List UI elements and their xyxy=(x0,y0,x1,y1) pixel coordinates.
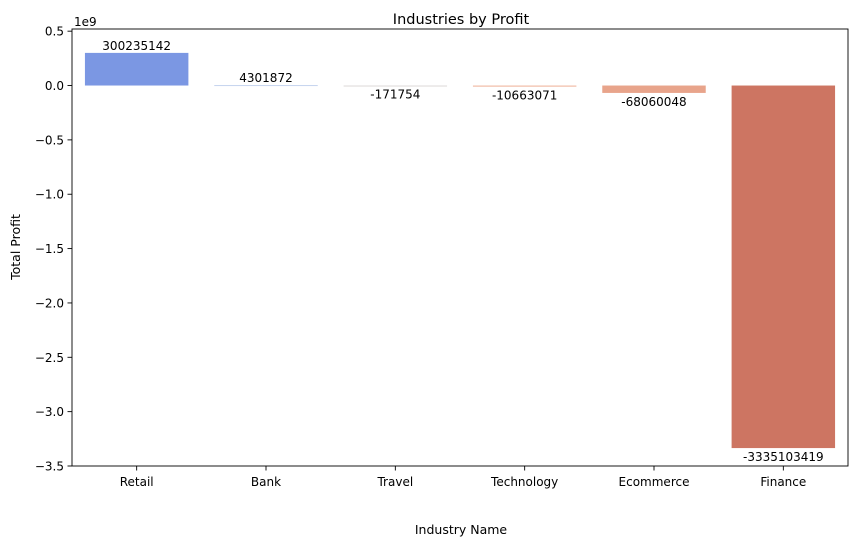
plot-frame xyxy=(71,28,849,467)
data-labels-layer: 300235142 4301872 -171754 -10663071 -6806004… xyxy=(102,39,823,464)
bar-retail xyxy=(84,52,189,86)
y-tick-label: −1.5 xyxy=(35,242,64,256)
y-tick-label: −2.5 xyxy=(35,351,64,365)
bar-travel xyxy=(343,85,448,87)
bar-technology xyxy=(472,85,577,87)
x-tick-label-ecommerce: Ecommerce xyxy=(619,475,690,489)
y-axis-ticks: 0.5 0.0 −0.5 −1.0 −1.5 −2.0 −2.5 −3.0 −3.5 xyxy=(35,25,72,474)
bars-layer xyxy=(84,52,836,449)
data-label-bank: 4301872 xyxy=(239,71,292,85)
data-label-retail: 300235142 xyxy=(102,39,171,53)
bar-bank xyxy=(214,85,318,87)
y-scale-label: 1e9 xyxy=(74,15,97,29)
data-label-finance: -3335103419 xyxy=(743,450,824,464)
x-tick-label-finance: Finance xyxy=(760,475,806,489)
y-tick-label: −1.0 xyxy=(35,188,64,202)
y-tick-label: −0.5 xyxy=(35,133,64,147)
data-label-technology: -10663071 xyxy=(492,89,557,103)
y-tick-label: −3.5 xyxy=(35,460,64,474)
bar-ecommerce xyxy=(602,85,706,93)
chart-title: Industries by Profit xyxy=(393,12,530,28)
x-axis-label: Industry Name xyxy=(415,522,508,537)
x-axis-ticks: Retail Bank Travel Technology Ecommerce Finan… xyxy=(120,466,806,489)
x-tick-label-technology: Technology xyxy=(490,475,558,489)
y-axis-label: Total Profit xyxy=(8,214,23,281)
y-tick-label: −3.0 xyxy=(35,405,64,419)
x-tick-label-retail: Retail xyxy=(120,475,154,489)
y-tick-label: −2.0 xyxy=(35,296,64,310)
x-tick-label-bank: Bank xyxy=(251,475,281,489)
bar-finance xyxy=(731,85,836,449)
data-label-ecommerce: -68060048 xyxy=(621,95,686,109)
data-label-travel: -171754 xyxy=(370,88,420,102)
y-tick-label: 0.5 xyxy=(45,25,64,39)
x-tick-label-travel: Travel xyxy=(376,475,413,489)
y-tick-label: 0.0 xyxy=(45,79,64,93)
